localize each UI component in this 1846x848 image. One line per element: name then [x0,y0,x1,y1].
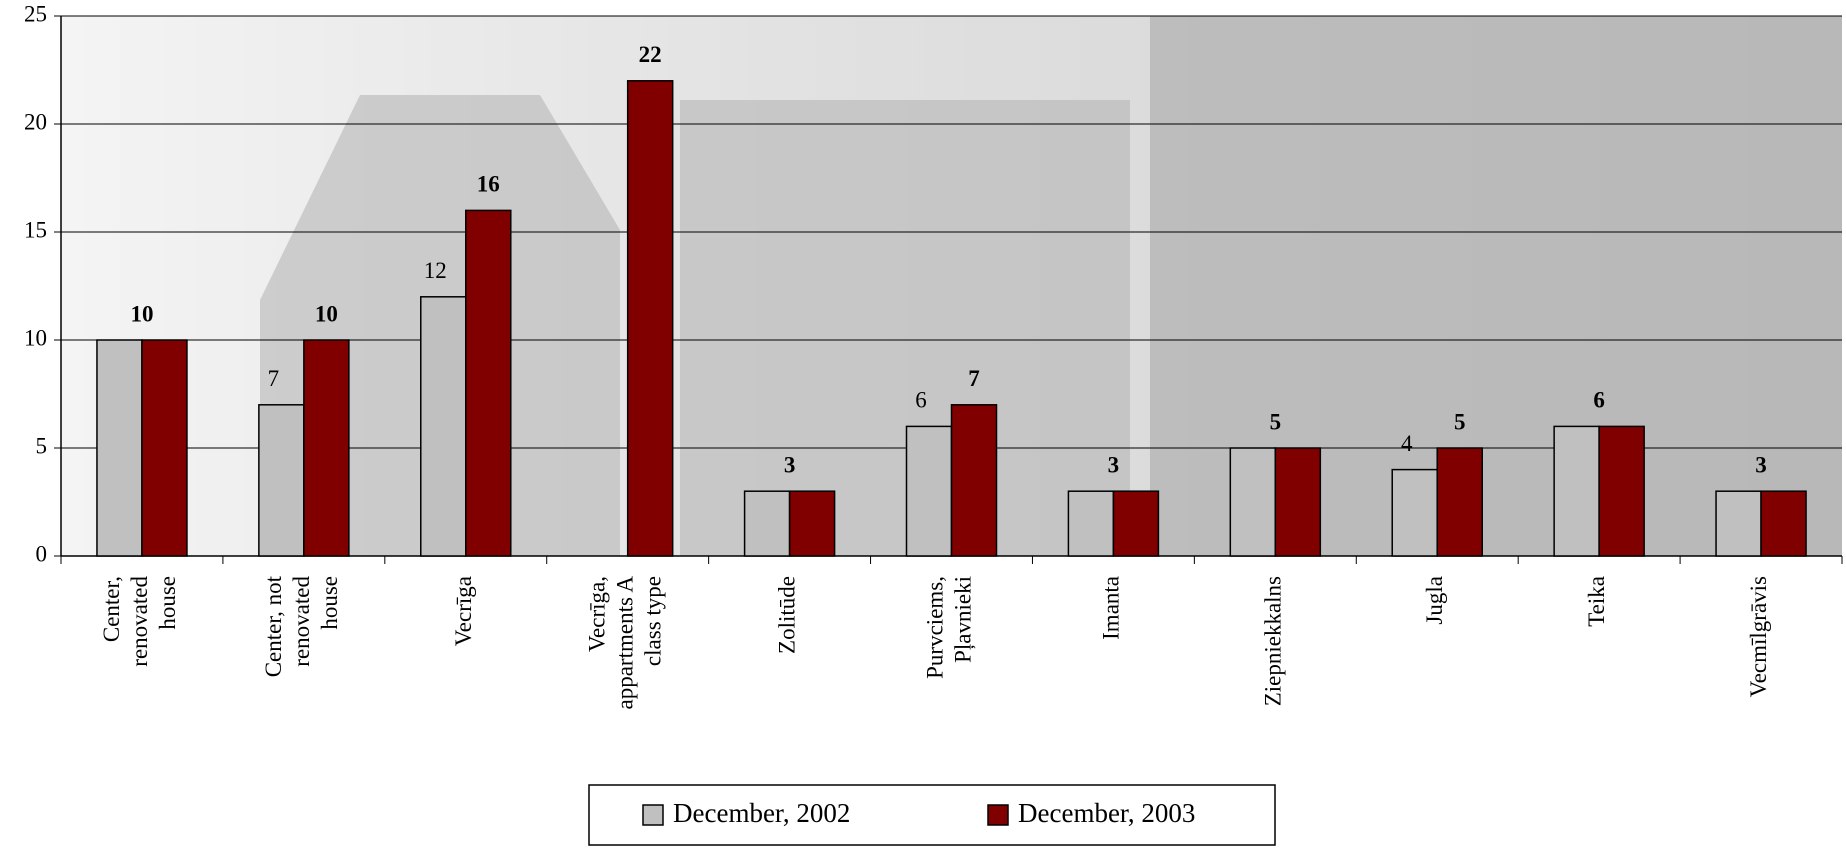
data-label: 3 [1108,452,1120,477]
y-tick-label: 20 [24,109,47,134]
bar [96,339,143,557]
data-label: 3 [1755,452,1767,477]
x-tick-label-line: Vecrīga [451,576,476,646]
bar [626,80,674,557]
x-tick-label-line: Vecmīlgrāvis [1746,576,1771,697]
legend-label: December, 2003 [1018,798,1195,828]
bar [743,490,791,557]
bar [1436,447,1483,557]
x-tick-label-line: Center, [99,576,124,642]
bar [950,404,998,557]
data-label: 7 [968,366,980,391]
y-tick-label: 25 [24,1,47,26]
bar [465,209,512,557]
x-tick-label-line: class type [641,576,666,666]
x-tick-label-line: Purvciems, [923,576,948,679]
bar [420,296,467,557]
data-label: 10 [130,301,153,326]
bar [1391,468,1438,557]
bar [141,339,188,557]
data-label: 7 [268,366,280,391]
x-tick-label-line: Pļavnieki [951,576,977,663]
x-tick-label-line: Ziepniekkalns [1261,576,1286,706]
bar [258,404,305,557]
x-tick-label-line: renovated [127,576,152,667]
data-label: 6 [1593,388,1605,413]
x-tick-label-line: Imanta [1099,576,1124,640]
x-tick-label-line: appartments A [613,576,638,710]
bar [1274,447,1322,557]
x-tick-label: Ziepniekkalns [1261,576,1286,706]
bar [788,490,836,557]
y-tick-label: 5 [36,433,48,458]
data-label: 4 [1401,431,1413,456]
legend-label: December, 2002 [673,798,850,828]
bar [1598,425,1645,557]
bar [905,425,953,557]
bar [1229,447,1277,557]
x-tick-label: Vecrīga [451,576,476,646]
bar [1715,490,1762,557]
x-tick-label: Zolitūde [775,576,800,654]
data-label: 3 [784,452,796,477]
x-tick-label-line: Center, not [261,575,286,677]
x-tick-label: Center, not renovated house [261,575,342,677]
x-tick-label: Jugla [1423,576,1448,625]
x-tick-label: Teika [1584,576,1609,627]
data-label: 5 [1270,409,1282,434]
x-tick-label-line: Vecrīga, [585,576,610,652]
x-tick-label-line: renovated [289,576,314,667]
bar [1067,490,1115,557]
y-tick-label: 15 [24,217,47,242]
x-tick-label: Purvciems, Pļavnieki [923,576,977,679]
legend [588,784,1276,846]
data-label: 10 [315,301,338,326]
legend-swatch [642,804,664,826]
x-tick-label: Vecmīlgrāvis [1746,576,1771,697]
data-label: 6 [915,388,927,413]
data-label: 22 [639,42,662,67]
data-label: 5 [1454,409,1466,434]
y-tick-label: 10 [24,325,47,350]
x-tick-label-line: house [155,576,180,630]
x-tick-label-line: Teika [1584,576,1609,627]
data-label: 16 [477,172,500,197]
x-tick-label-line: house [317,576,342,630]
bar [1760,490,1807,557]
bar [303,339,350,557]
x-tick-label-line: Jugla [1423,576,1448,625]
y-tick-label: 0 [36,541,48,566]
x-tick-label-line: Zolitūde [775,576,800,654]
bar [1112,490,1160,557]
data-label: 12 [424,258,447,283]
legend-swatch [987,804,1009,826]
bar [1553,425,1600,557]
x-tick-label: Imanta [1099,576,1124,640]
x-tick-label: Center, renovated house [99,576,180,667]
